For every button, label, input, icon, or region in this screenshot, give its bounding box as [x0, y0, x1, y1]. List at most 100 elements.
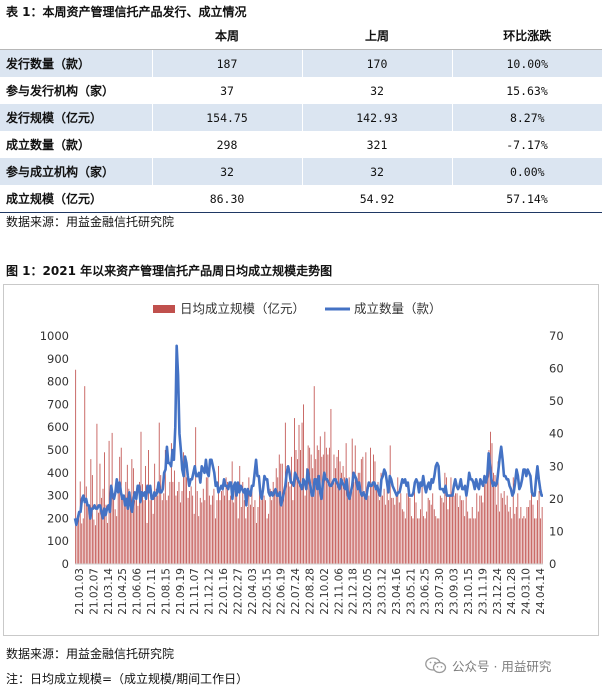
chart-bar [485, 479, 487, 564]
chart-bar [205, 477, 207, 564]
left-axis-tick-label: 800 [47, 375, 69, 389]
x-axis-tick-label: 23.09.03 [449, 568, 461, 615]
chart-bar [359, 472, 361, 564]
chart-bar [208, 495, 210, 564]
chart-bar [328, 447, 330, 564]
x-axis-tick-label: 21.08.15 [160, 568, 172, 615]
chart-bar [524, 518, 526, 564]
chart-bar [325, 447, 327, 564]
chart-bar [389, 445, 391, 564]
chart-bar [350, 491, 352, 564]
watermark-text: 公众号 · 用益研究 [452, 659, 552, 674]
chart-bar [452, 488, 453, 564]
chart-bar [312, 468, 314, 564]
chart-bar [227, 481, 229, 564]
x-axis-tick-label: 23.12.24 [492, 568, 504, 615]
chart-bar [304, 495, 306, 564]
x-axis-tick-label: 23.05.21 [405, 568, 417, 615]
x-axis-tick-label: 21.03.14 [103, 568, 115, 615]
chart-bar [102, 488, 104, 564]
right-axis-tick-label: 10 [549, 524, 564, 538]
legend-bar-label: 日均成立规模（亿元） [180, 301, 305, 316]
x-axis-tick-label: 21.12.12 [204, 568, 216, 615]
chart-bar [379, 500, 380, 564]
cell-this-week: 32 [151, 158, 302, 185]
chart-bar [518, 518, 520, 564]
chart-bar [93, 519, 95, 564]
chart-bar [459, 495, 461, 564]
chart: 日均成立规模（亿元） 成立数量（款）01002003004005006007008… [40, 301, 564, 615]
x-axis-tick-label: 24.04.14 [535, 568, 547, 615]
left-axis-tick-label: 200 [47, 511, 69, 525]
cell-last-week: 142.93 [301, 104, 452, 131]
chart-bar [190, 486, 192, 564]
chart-bar [414, 491, 415, 564]
chart-bar [370, 447, 371, 564]
chart-bar [430, 504, 432, 564]
chart-bar [493, 472, 494, 564]
chart-bar [388, 500, 390, 564]
chart-bar [88, 516, 90, 564]
chart-bar [195, 427, 197, 564]
chart-bar [280, 463, 282, 564]
chart-bar [491, 443, 493, 564]
cell-last-week: 170 [301, 49, 452, 77]
x-axis-tick-label: 23.07.30 [434, 568, 446, 615]
wechat-icon [425, 657, 447, 674]
chart-bar [87, 504, 89, 564]
chart-bar [79, 481, 81, 564]
chart-bar [240, 507, 242, 564]
chart-bar [341, 472, 342, 564]
chart-bar [164, 450, 166, 564]
chart-bar [234, 491, 236, 564]
chart-bar [433, 509, 435, 564]
chart-bar [354, 445, 356, 564]
chart-bar [275, 468, 277, 564]
chart-bar [424, 518, 426, 564]
chart-bar [155, 488, 157, 564]
cell-this-week: 187 [151, 49, 302, 77]
chart-bar [503, 491, 505, 564]
chart-bar [204, 500, 206, 564]
chart-bar [181, 491, 183, 564]
chart-bar [319, 436, 321, 564]
chart-bar [175, 495, 177, 564]
right-axis-tick-label: 70 [549, 329, 564, 343]
chart-bar [269, 488, 271, 564]
chart-bar [192, 495, 194, 564]
chart-bar [210, 504, 212, 564]
chart-bar [365, 452, 367, 564]
chart-bar [298, 424, 300, 564]
chart-bar [476, 493, 478, 564]
chart-bar [251, 491, 253, 564]
chart-bar [537, 500, 538, 564]
chart-bar [82, 518, 84, 564]
row-label: 参与成立机构（家） [0, 158, 152, 185]
cell-this-week: 298 [216, 137, 238, 152]
figure-note: 注：日均成立规模=（成立规模/期间工作日） [6, 672, 249, 686]
cell-last-week: 32 [301, 158, 452, 185]
cell-change: 10.00% [451, 49, 602, 77]
chart-bar [514, 513, 516, 564]
chart-bar [222, 486, 224, 564]
chart-bar [508, 511, 510, 564]
chart-bar [172, 481, 174, 564]
chart-bar [228, 500, 230, 564]
chart-bar [116, 516, 118, 564]
x-axis-tick-label: 22.11.06 [333, 568, 345, 615]
chart-bar [225, 477, 227, 564]
chart-bar [515, 507, 517, 564]
cell-change: 0.00% [451, 158, 602, 185]
table-row: 参与成立机构（家） 32 32 0.00% [0, 158, 602, 185]
chart-bar [512, 477, 514, 564]
chart-bar [315, 459, 317, 564]
chart-bar [78, 518, 80, 564]
chart-bar [395, 495, 397, 564]
chart-bar [417, 518, 418, 564]
chart-bar [313, 386, 315, 564]
chart-bar [233, 502, 235, 564]
chart-bar [295, 450, 297, 564]
chart-bar [321, 456, 323, 564]
left-axis-tick-label: 0 [62, 557, 69, 571]
chart-bar [470, 518, 472, 564]
